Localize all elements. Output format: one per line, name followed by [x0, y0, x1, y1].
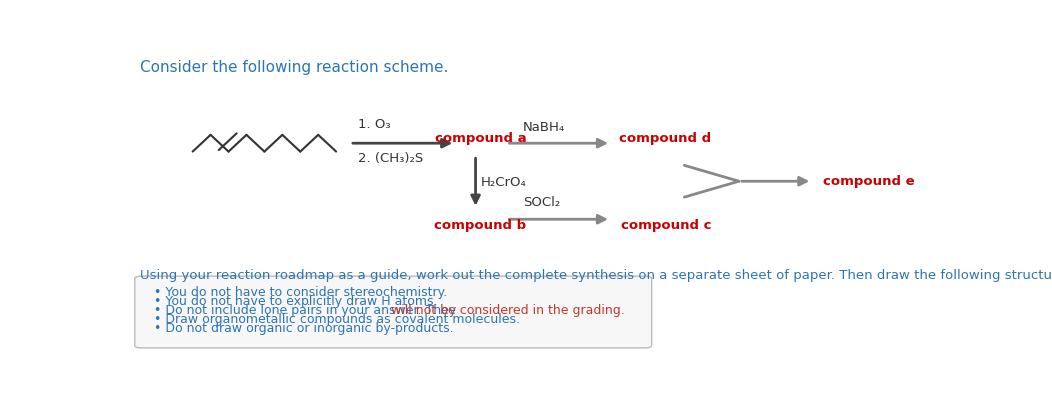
Text: • Draw organometallic compounds as covalent molecules.: • Draw organometallic compounds as coval…	[154, 313, 520, 326]
FancyBboxPatch shape	[135, 276, 651, 348]
Text: compound b: compound b	[434, 219, 526, 232]
Text: compound c: compound c	[621, 219, 711, 232]
Text: 1. O₃: 1. O₃	[358, 118, 390, 132]
Text: • Do not draw organic or inorganic by-products.: • Do not draw organic or inorganic by-pr…	[154, 322, 453, 335]
Text: • You do not have to explicitly draw H atoms.: • You do not have to explicitly draw H a…	[154, 295, 437, 308]
Text: • You do not have to consider stereochemistry.: • You do not have to consider stereochem…	[154, 286, 447, 299]
Text: Using your reaction roadmap as a guide, work out the complete synthesis on a sep: Using your reaction roadmap as a guide, …	[140, 269, 1052, 282]
Text: NaBH₄: NaBH₄	[523, 120, 565, 134]
Text: compound a: compound a	[434, 132, 526, 145]
Text: • Do not include lone pairs in your answer. They: • Do not include lone pairs in your answ…	[154, 304, 460, 317]
Text: compound d: compound d	[619, 132, 711, 145]
Text: H₂CrO₄: H₂CrO₄	[481, 176, 526, 189]
Text: Consider the following reaction scheme.: Consider the following reaction scheme.	[140, 60, 448, 75]
Text: will not be considered in the grading.: will not be considered in the grading.	[391, 304, 625, 317]
Text: compound e: compound e	[823, 175, 914, 188]
Text: 2. (CH₃)₂S: 2. (CH₃)₂S	[358, 152, 423, 165]
Text: SOCl₂: SOCl₂	[523, 196, 560, 209]
